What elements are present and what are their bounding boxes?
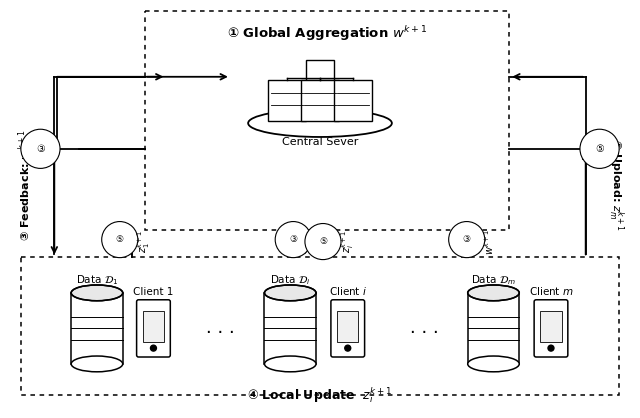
Text: Data $\mathcal{D}_m$: Data $\mathcal{D}_m$	[471, 273, 516, 287]
Text: ④ Local Update  $z_i^{k+1}$: ④ Local Update $z_i^{k+1}$	[247, 386, 393, 405]
Text: ③: ③	[289, 235, 298, 244]
Ellipse shape	[468, 285, 519, 301]
Bar	[145, 11, 509, 230]
Text: Client $m$: Client $m$	[529, 285, 573, 297]
FancyBboxPatch shape	[136, 300, 170, 357]
Bar	[143, 311, 164, 342]
Bar	[306, 60, 334, 80]
Ellipse shape	[264, 356, 316, 372]
Circle shape	[345, 345, 351, 351]
Text: ③: ③	[463, 235, 471, 244]
Text: Client $i$: Client $i$	[329, 285, 367, 297]
Ellipse shape	[71, 356, 123, 372]
Text: ⑤: ⑤	[595, 144, 604, 154]
Text: Data $\mathcal{D}_1$: Data $\mathcal{D}_1$	[76, 273, 118, 287]
Text: $w^{k+1}$: $w^{k+1}$	[309, 228, 323, 255]
Bar	[337, 311, 358, 342]
Text: Data $\mathcal{D}_i$: Data $\mathcal{D}_i$	[270, 273, 310, 287]
Text: $w^{k+1}$: $w^{k+1}$	[483, 228, 497, 255]
Bar	[264, 293, 316, 364]
Text: $z_i^{k+1}$: $z_i^{k+1}$	[339, 230, 356, 253]
Text: ③ Feedback: $w^{k+1}$: ③ Feedback: $w^{k+1}$	[16, 130, 33, 241]
Circle shape	[548, 345, 554, 351]
Bar	[20, 257, 620, 395]
Text: ⑤ Upload: $z_m^{k+1}$: ⑤ Upload: $z_m^{k+1}$	[605, 139, 625, 232]
Ellipse shape	[468, 356, 519, 372]
Ellipse shape	[71, 285, 123, 301]
Text: ⑤: ⑤	[116, 235, 124, 244]
Bar	[540, 311, 562, 342]
Bar	[334, 80, 372, 121]
Ellipse shape	[264, 285, 316, 301]
Text: Central Sever: Central Sever	[282, 137, 358, 147]
Text: . . .: . . .	[207, 319, 236, 337]
FancyBboxPatch shape	[534, 300, 568, 357]
Text: Client 1: Client 1	[133, 287, 173, 297]
Text: $z_1^{k+1}$: $z_1^{k+1}$	[136, 230, 152, 253]
Text: ⑤: ⑤	[319, 237, 327, 246]
FancyBboxPatch shape	[331, 300, 365, 357]
Bar	[468, 293, 519, 364]
Bar	[71, 293, 123, 364]
Bar	[301, 80, 339, 121]
Ellipse shape	[248, 110, 392, 137]
Bar	[268, 80, 306, 121]
Circle shape	[150, 345, 156, 351]
Text: ① Global Aggregation $w^{k+1}$: ① Global Aggregation $w^{k+1}$	[227, 25, 427, 43]
Text: . . .: . . .	[410, 319, 438, 337]
Text: ③: ③	[36, 144, 45, 154]
